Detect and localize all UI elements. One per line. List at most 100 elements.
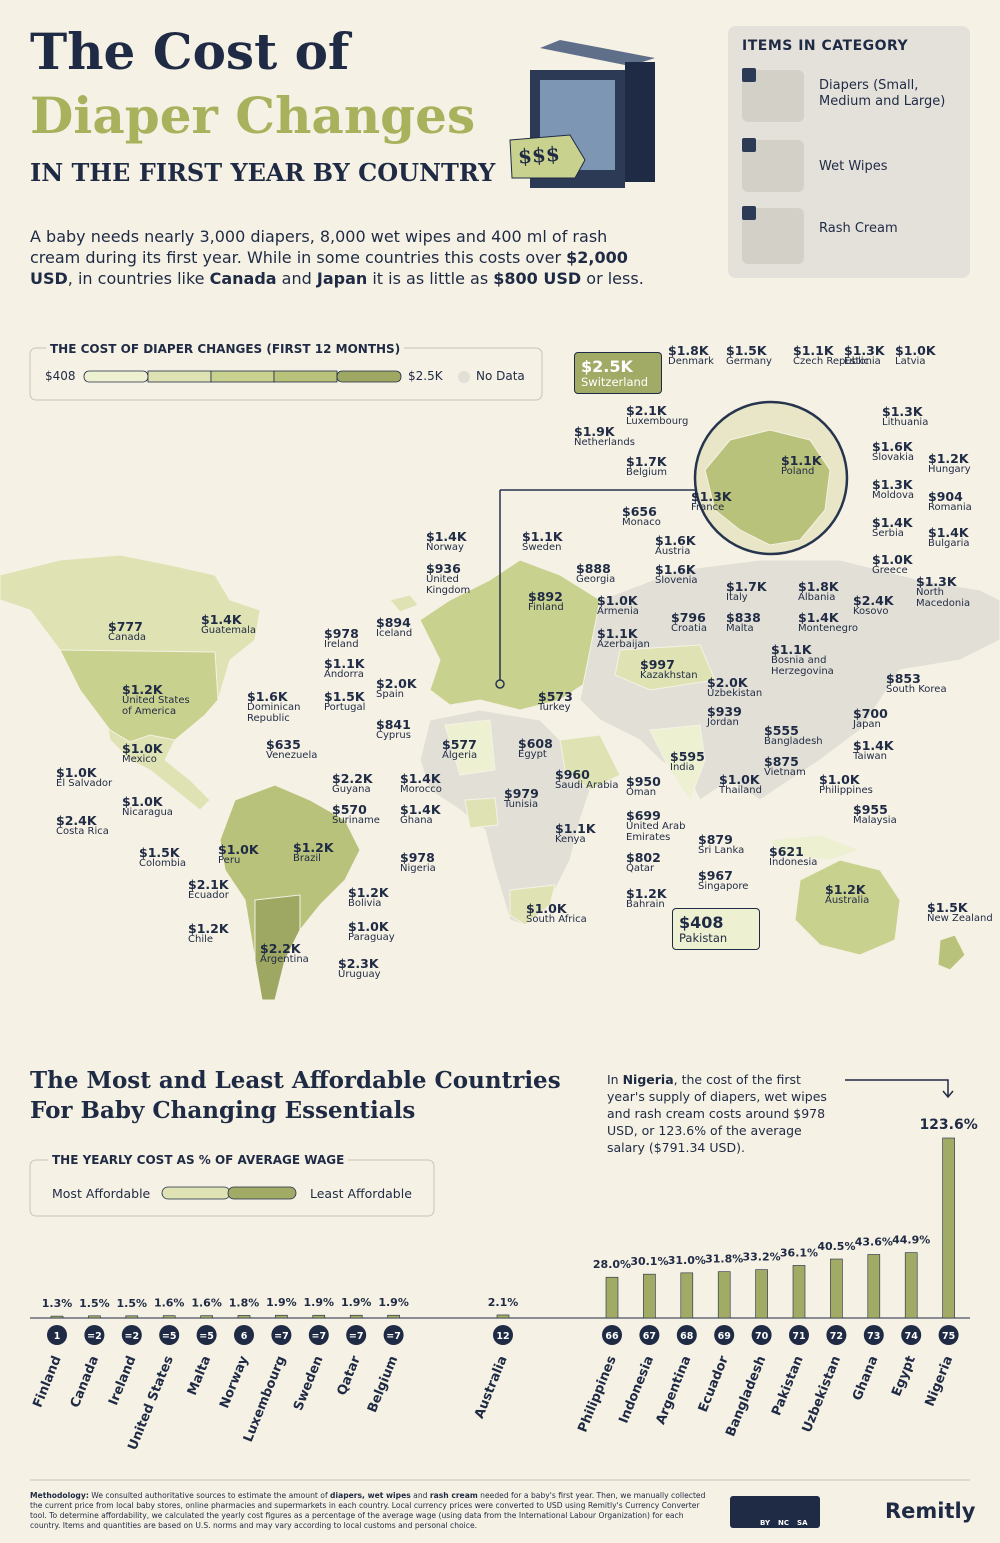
map-label-value: $1.2K <box>928 451 969 466</box>
rank-label: =7 <box>274 1331 289 1342</box>
map-label: $888 Georgia <box>576 562 615 586</box>
rank-label: 72 <box>830 1331 843 1342</box>
map-label-name: Indonesia <box>769 857 818 869</box>
text-run: , the cost of the first year's supply of… <box>607 1072 827 1155</box>
map-label-value: $1.6K <box>655 533 696 548</box>
indonesia <box>769 834 862 861</box>
license-label: SA <box>797 1519 808 1527</box>
map-label-value: $1.2K <box>293 840 334 855</box>
map-label-name: Japan <box>853 719 881 731</box>
map-label-value: $1.3K <box>882 404 923 419</box>
value-label: 1.8% <box>229 1296 260 1309</box>
map-label: $2.4K Kosovo <box>853 594 894 618</box>
x-tick-label: Ireland <box>106 1354 139 1408</box>
rank-label: =5 <box>162 1331 177 1342</box>
map-label: $1.1K Kenya <box>555 822 596 846</box>
bar <box>88 1315 101 1319</box>
map-label-value: $978 <box>324 626 359 641</box>
map-label-value: $2.2K <box>332 771 373 786</box>
map-label-name: Uzbekistan <box>707 688 763 700</box>
value-label: 1.9% <box>304 1296 335 1309</box>
new-zealand <box>937 934 966 971</box>
bar <box>387 1314 400 1319</box>
map-label-value: $1.1K <box>781 453 822 468</box>
map-label-value: $1.2K <box>626 886 667 901</box>
value-label: 1.3% <box>42 1297 73 1310</box>
map-label-name: Estonia <box>844 356 881 368</box>
title-line-1: The Cost of <box>30 22 350 81</box>
map-label-name: Saudi Arabia <box>555 780 619 792</box>
map-label: $656 Monaco <box>622 505 661 529</box>
value-label: 44.9% <box>892 1234 930 1247</box>
inset-anchor <box>495 679 505 689</box>
map-label: $939 Jordan <box>707 705 742 729</box>
map-label: $555 Bangladesh <box>764 724 823 748</box>
license-badge <box>730 1496 820 1528</box>
map-label: $796 Croatia <box>671 611 707 635</box>
bar <box>162 1315 176 1319</box>
rank-badge <box>308 1325 329 1345</box>
value-label: 40.5% <box>817 1240 855 1253</box>
map-label-value: $1.1K <box>793 343 834 358</box>
map-label-name: Jordan <box>707 717 739 729</box>
map-label-value: $904 <box>928 489 963 504</box>
map-label: $699 United Arab Emirates <box>626 809 704 843</box>
text-run: diapers, wet wipes <box>330 1491 411 1500</box>
map-label: $2.2K Argentina <box>260 942 309 966</box>
map-label: $1.6K Slovakia <box>872 440 914 464</box>
map-label-name: Ghana <box>400 815 433 827</box>
scale-step <box>83 370 149 383</box>
license: BY NC SA <box>760 1519 808 1527</box>
rank-badge <box>901 1325 922 1345</box>
map-label-value: $555 <box>764 723 799 738</box>
map-label-value: $888 <box>576 561 611 576</box>
rank-label: =2 <box>125 1331 140 1342</box>
rank-label: 71 <box>792 1331 805 1342</box>
value-label: 43.6% <box>855 1236 893 1249</box>
map-label: $1.5K Colombia <box>139 846 186 870</box>
x-tick-label: Australia <box>472 1354 511 1421</box>
rank-label: 66 <box>605 1331 619 1342</box>
callout-value: $2.5K <box>581 357 633 376</box>
map-label: $1.0K Thailand <box>719 773 762 797</box>
map-label-name: South Korea <box>886 684 947 696</box>
map-label-value: $2.4K <box>56 813 97 828</box>
map-label-name: Ecuador <box>188 890 229 902</box>
value-label: 31.0% <box>668 1254 706 1267</box>
map-label-value: $1.1K <box>555 821 596 836</box>
text-run: Methodology: <box>30 1491 89 1500</box>
text-run: Canada <box>209 269 277 288</box>
map-label-name: Germany <box>726 356 772 368</box>
rank-badge <box>196 1325 217 1345</box>
map-label: $879 Sri Lanka <box>698 833 744 857</box>
text-run: or less. <box>581 269 644 288</box>
map-label: $1.6K Slovenia <box>655 563 698 587</box>
text-run: and <box>276 269 317 288</box>
map-label: $853 South Korea <box>886 672 947 696</box>
map-label: $1.0K Nicaragua <box>122 795 173 819</box>
map-label-name: Turkey <box>538 702 571 714</box>
map-label-name: Tunisia <box>504 799 539 811</box>
item-check <box>742 68 756 82</box>
map-label: $570 Suriname <box>332 803 380 827</box>
map-label-name: Croatia <box>671 623 707 635</box>
map-label-value: $1.7K <box>726 579 767 594</box>
rank-label: 67 <box>643 1331 656 1342</box>
map-label-value: $979 <box>504 786 539 801</box>
map-label-value: $700 <box>853 706 888 721</box>
rank-badge <box>714 1325 735 1345</box>
map-label-value: $2.3K <box>338 956 379 971</box>
map-label: $1.0K Latvia <box>895 344 936 368</box>
map-label: $1.8K Denmark <box>668 344 714 368</box>
map-label-name: Guatemala <box>201 625 257 637</box>
map-label: $892 Finland <box>528 590 564 614</box>
map-label-value: $1.4K <box>400 771 441 786</box>
map-label-name: Bosnia and Herzegovina <box>771 655 834 677</box>
methodology: Methodology: We consulted authoritative … <box>30 1491 710 1531</box>
map-label-value: $1.8K <box>798 579 839 594</box>
map-label-value: $608 <box>518 736 553 751</box>
inset-europe <box>704 429 831 546</box>
x-tick-label: Egypt <box>889 1354 919 1399</box>
map-label-value: $2.1K <box>188 877 229 892</box>
map-label-value: $1.0K <box>872 552 913 567</box>
